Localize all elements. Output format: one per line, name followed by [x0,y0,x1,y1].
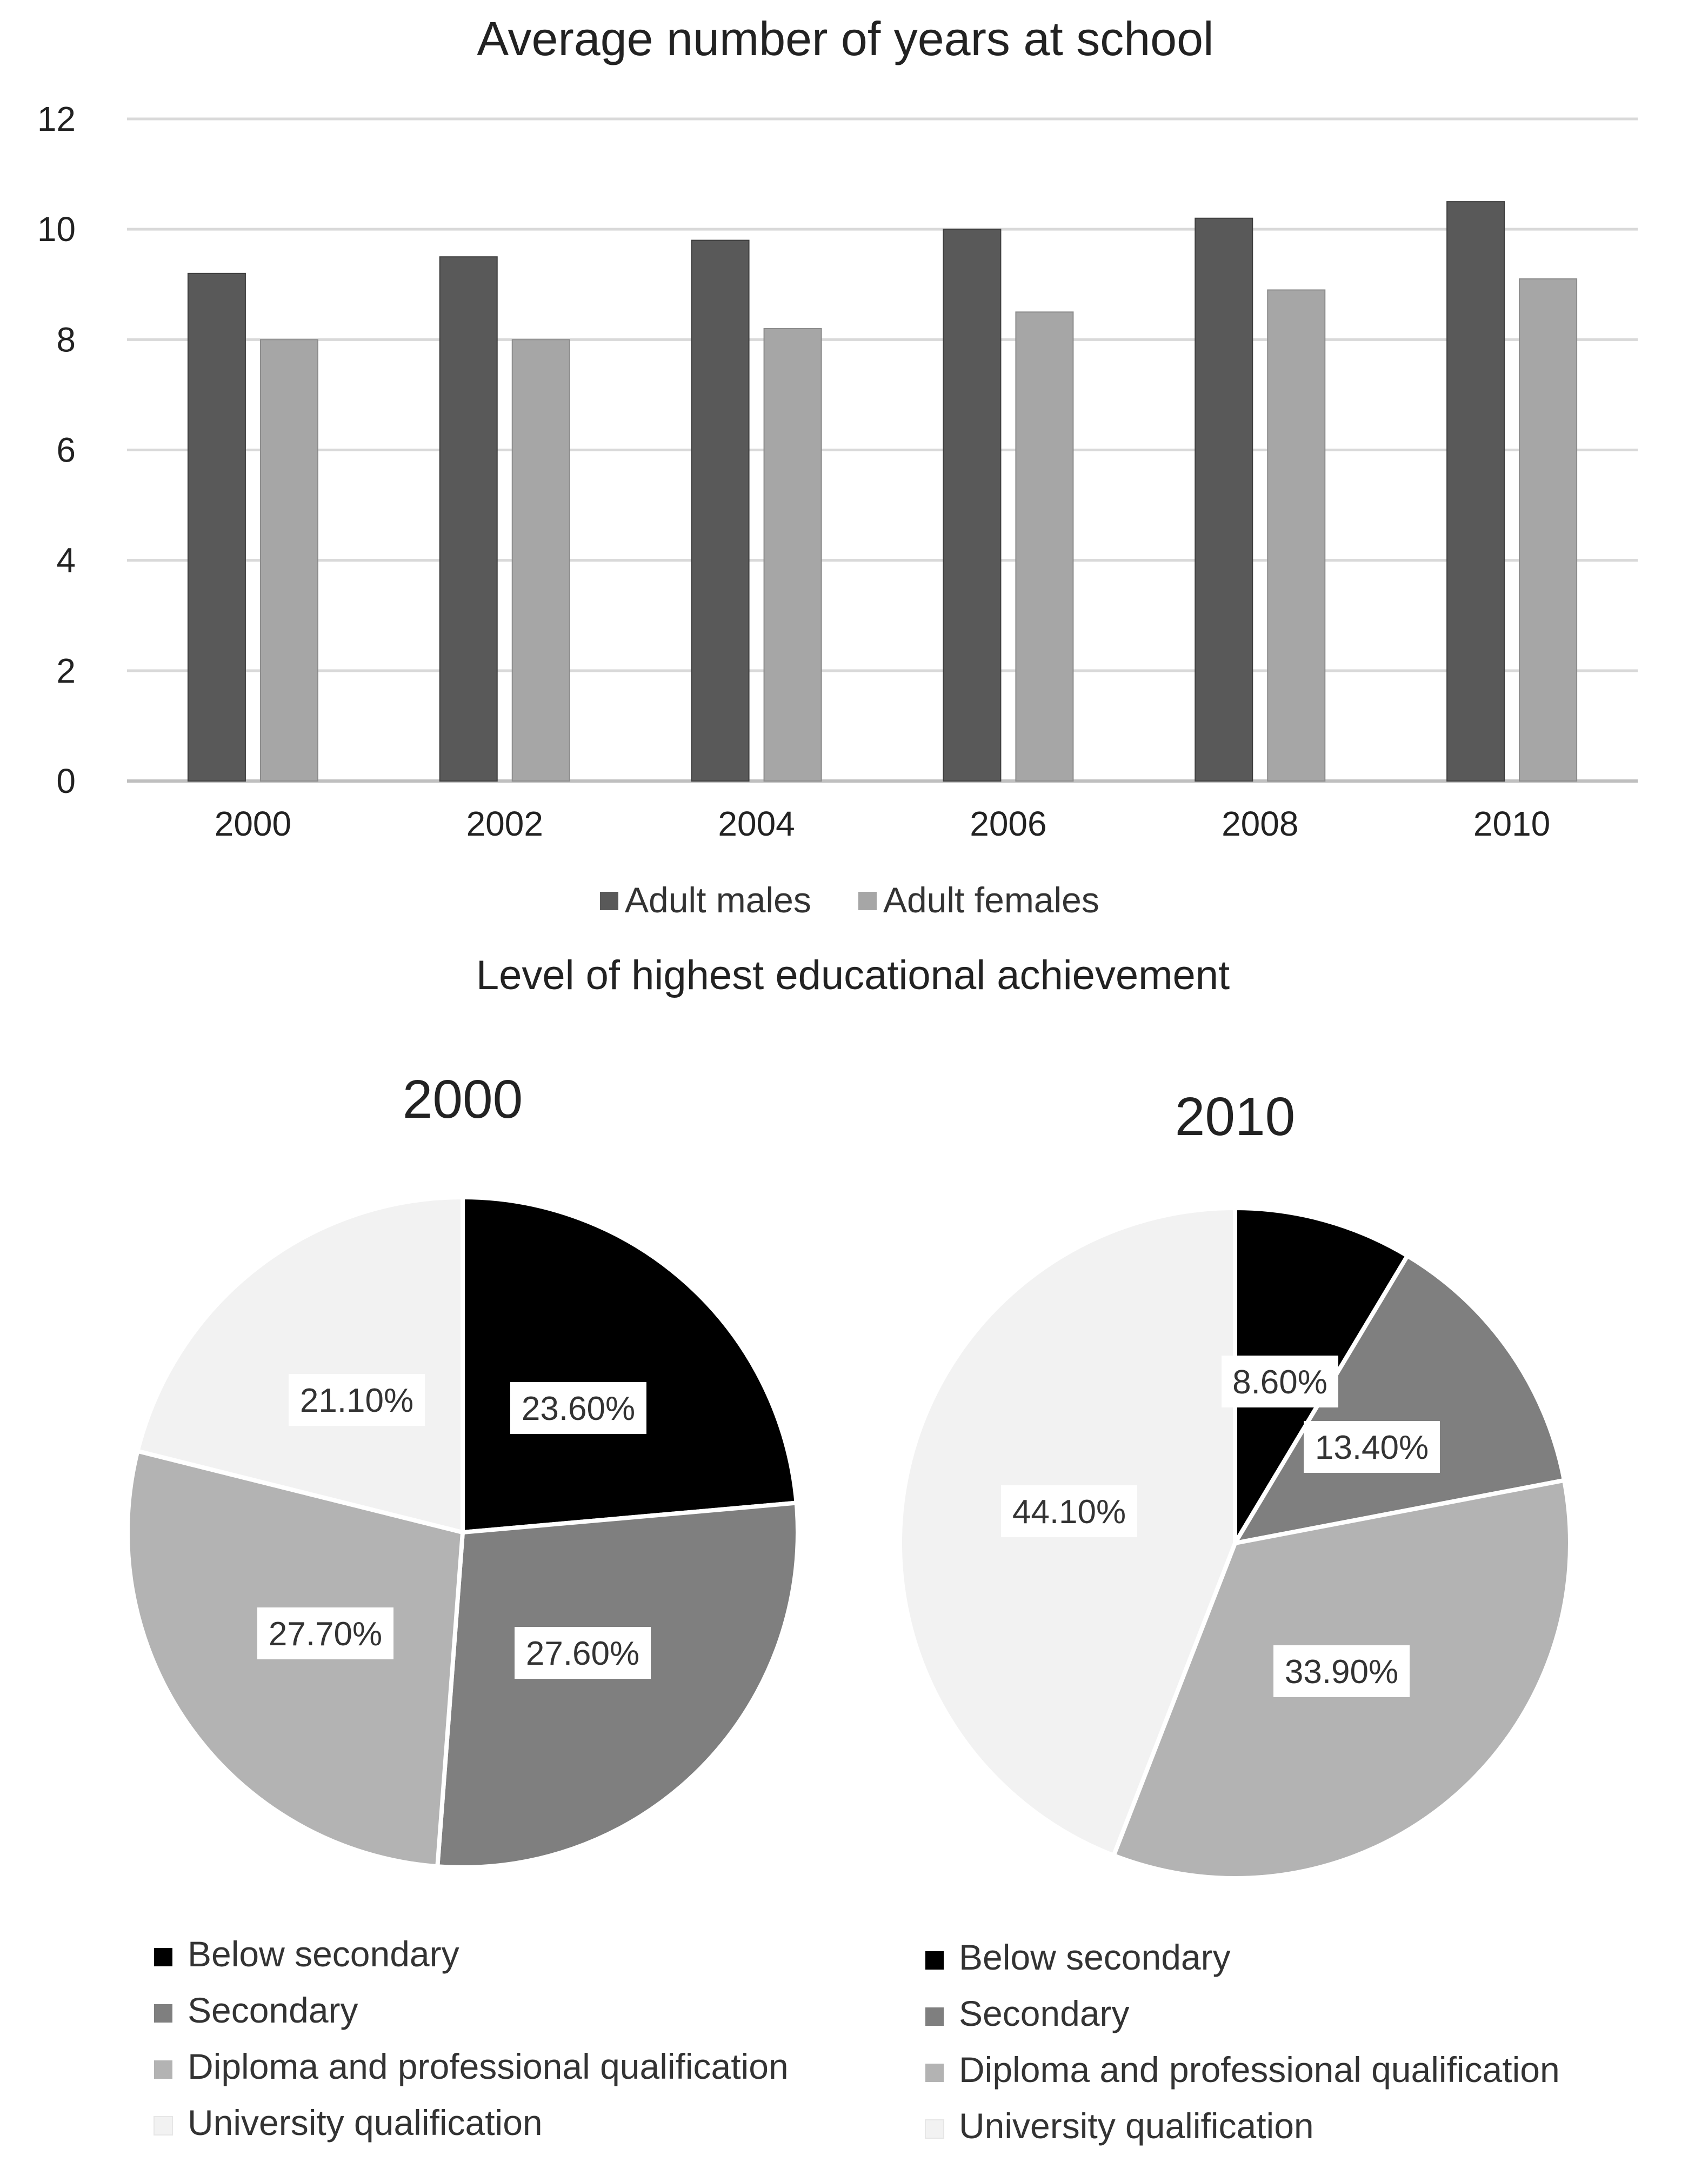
data-label-box [257,1607,393,1659]
data-label-box [1001,1485,1137,1537]
bar-adult-males-2000 [187,272,246,782]
data-label: 8.60% [1232,1364,1327,1401]
legend-swatch [925,2007,944,2026]
y-tick-label: 10 [37,210,76,249]
pie-2000-title: 2000 [403,1069,523,1130]
pie-2000-data-labels: 23.60% 27.60% 27.70% 21.10% [257,1374,651,1679]
data-label-box [1222,1356,1338,1407]
data-label-box [515,1627,651,1679]
legend-swatch [154,2116,173,2136]
bar-adult-females-2006 [1015,311,1074,782]
data-label: 27.70% [269,1616,382,1653]
bar-adult-males-2008 [1195,217,1253,782]
pie-section-title: Level of highest educational achievement [476,952,1230,998]
pie-2010-data-labels: 8.60% 13.40% 33.90% 44.10% [1001,1356,1440,1697]
pie-chart-2000: 2000 23.60% 27.60% 27.70% 21.10% Below seco… [125,1069,800,2143]
pie-slice-university-qualification [135,1195,465,1534]
legend-swatch [925,2064,944,2082]
legend-label: Secondary [959,1993,1130,2033]
data-label: 21.10% [300,1382,413,1419]
bar-chart-x-axis: 2000 2002 2004 2006 2008 2010 [215,804,1551,843]
legend-label: Below secondary [188,1934,459,1974]
pie-2010-legend: Below secondary Secondary Diploma and prof… [925,1937,1560,2146]
data-label: 23.60% [522,1390,635,1427]
bar-adult-females-2000 [259,339,318,782]
data-label-box [1273,1645,1410,1697]
bar-adult-females-2004 [763,328,822,782]
data-label: 33.90% [1285,1653,1398,1691]
bar-adult-males-2002 [439,256,498,782]
pie-chart-2010: 2010 8.60% 13.40% 33.90% 44.10% Below secon… [898,1086,1572,2146]
bar-adult-males-2010 [1446,201,1505,782]
pie-slice-secondary [435,1500,800,1870]
data-label: 13.40% [1315,1429,1429,1466]
x-tick-label: 2010 [1473,804,1550,843]
pie-2010-title: 2010 [1175,1086,1295,1147]
bar-adult-males-2004 [691,239,750,782]
y-tick-label: 8 [56,320,76,359]
bar-chart-title: Average number of years at school [477,12,1213,65]
bar-adult-males-2006 [943,229,1002,782]
x-tick-label: 2006 [970,804,1046,843]
bar-chart-y-axis: 0 2 4 6 8 10 12 [37,99,76,800]
y-tick-label: 12 [37,99,76,138]
y-tick-label: 6 [56,431,76,470]
legend-swatch [154,2004,172,2023]
data-label: 44.10% [1012,1493,1126,1531]
data-label-box [289,1374,425,1426]
bar-chart-bars [187,201,1578,782]
bar-adult-females-2010 [1519,278,1578,782]
legend-label: Secondary [188,1990,358,2030]
legend-label: Diploma and professional qualification [959,2050,1560,2090]
legend-swatch [154,2060,172,2079]
bar-chart-years-at-school: Average number of years at school 0 2 4 6 8 1… [37,12,1638,920]
bar-adult-females-2002 [511,339,570,782]
bar-adult-females-2008 [1267,289,1326,782]
y-tick-label: 0 [56,762,76,800]
x-tick-label: 2008 [1222,804,1298,843]
legend-swatch [925,2119,944,2139]
legend-label: Below secondary [959,1937,1231,1977]
legend-label: Adult females [883,880,1099,920]
data-label-box [510,1382,646,1434]
legend-swatch [925,1951,944,1970]
legend-label: Diploma and professional qualification [188,2046,789,2086]
pie-2010-slices [898,1206,1572,1880]
y-tick-label: 2 [56,651,76,690]
x-tick-label: 2004 [718,804,795,843]
legend-label: University qualification [959,2106,1314,2146]
x-tick-label: 2000 [215,804,291,843]
legend-label: Adult males [625,880,811,920]
pie-slice-below-secondary [461,1195,799,1534]
y-tick-label: 4 [56,541,76,580]
pie-2000-legend: Below secondary Secondary Diploma and prof… [154,1934,789,2143]
bar-chart-gridlines [127,117,1638,783]
legend-swatch [154,1948,172,1966]
legend-swatch [600,892,618,910]
legend-swatch [858,892,877,910]
pie-2000-slices [125,1195,800,1870]
x-tick-label: 2002 [466,804,543,843]
data-label: 27.60% [526,1635,639,1672]
bar-chart-legend: Adult males Adult females [600,880,1099,920]
data-label-box [1304,1421,1440,1473]
legend-label: University qualification [188,2103,543,2143]
